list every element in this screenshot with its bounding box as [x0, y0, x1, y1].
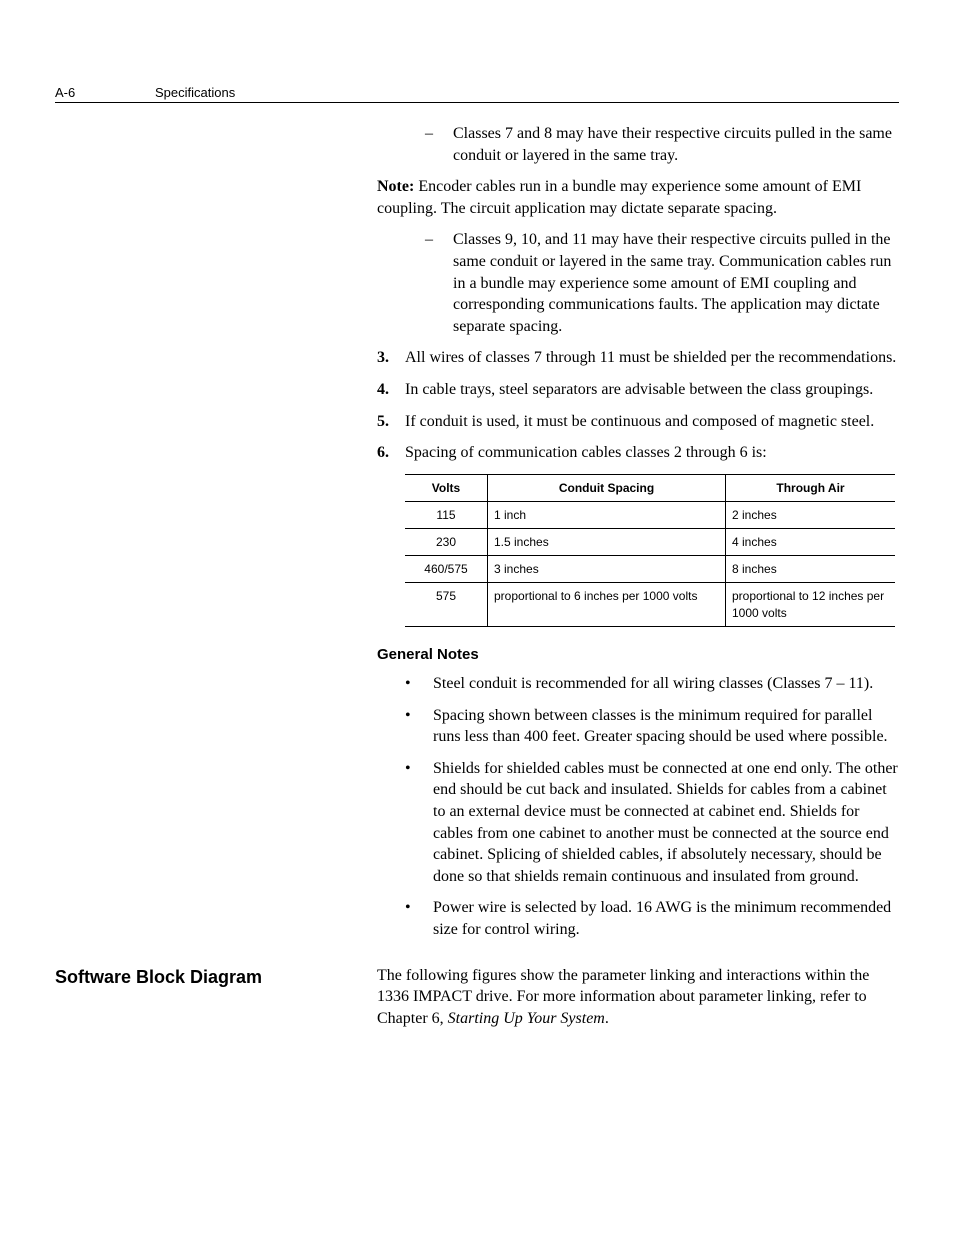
general-note-3: • Shields for shielded cables must be co…: [405, 758, 899, 888]
content-block-2: Software Block Diagram The following fig…: [55, 965, 899, 1030]
header-section-title: Specifications: [155, 85, 235, 100]
dash-icon: –: [425, 123, 453, 166]
note-paragraph: Note: Encoder cables run in a bundle may…: [377, 176, 899, 219]
table-row: 230 1.5 inches 4 inches: [405, 529, 895, 556]
list-text: In cable trays, steel separators are adv…: [405, 379, 873, 401]
cell-air: 8 inches: [726, 556, 896, 583]
cell-volts: 230: [405, 529, 488, 556]
cell-air: 4 inches: [726, 529, 896, 556]
cell-volts: 460/575: [405, 556, 488, 583]
note-text: Steel conduit is recommended for all wir…: [433, 673, 873, 695]
sub-bullet-text: Classes 7 and 8 may have their respectiv…: [453, 123, 899, 166]
cell-air: 2 inches: [726, 501, 896, 528]
list-number: 5.: [377, 411, 405, 433]
sub-bullet-text: Classes 9, 10, and 11 may have their res…: [453, 229, 899, 337]
general-note-2: • Spacing shown between classes is the m…: [405, 705, 899, 748]
note-text: Shields for shielded cables must be conn…: [433, 758, 899, 888]
content-block-1: – Classes 7 and 8 may have their respect…: [55, 121, 899, 951]
cell-volts: 115: [405, 501, 488, 528]
table-row: 460/575 3 inches 8 inches: [405, 556, 895, 583]
cell-volts: 575: [405, 583, 488, 626]
col-header-air: Through Air: [726, 474, 896, 501]
page-number: A-6: [55, 85, 155, 100]
list-item-4: 4. In cable trays, steel separators are …: [377, 379, 899, 401]
list-number: 3.: [377, 347, 405, 369]
software-block-diagram-heading: Software Block Diagram: [55, 967, 367, 988]
col-header-conduit: Conduit Spacing: [488, 474, 726, 501]
list-text: If conduit is used, it must be continuou…: [405, 411, 874, 433]
sub-bullet-classes-7-8: – Classes 7 and 8 may have their respect…: [425, 123, 899, 166]
sbd-text-b: .: [605, 1010, 609, 1027]
general-note-4: • Power wire is selected by load. 16 AWG…: [405, 897, 899, 940]
page: A-6 Specifications – Classes 7 and 8 may…: [0, 0, 954, 1089]
dash-icon: –: [425, 229, 453, 337]
bullet-icon: •: [405, 673, 433, 695]
general-notes-heading: General Notes: [377, 645, 899, 665]
cell-air: proportional to 12 inches per 1000 volts: [726, 583, 896, 626]
general-note-1: • Steel conduit is recommended for all w…: [405, 673, 899, 695]
table-header-row: Volts Conduit Spacing Through Air: [405, 474, 895, 501]
note-text: Spacing shown between classes is the min…: [433, 705, 899, 748]
cell-conduit: 1 inch: [488, 501, 726, 528]
note-text: Power wire is selected by load. 16 AWG i…: [433, 897, 899, 940]
list-item-6: 6. Spacing of communication cables class…: [377, 442, 899, 464]
sbd-text-italic: Starting Up Your System: [448, 1010, 605, 1027]
table-row: 115 1 inch 2 inches: [405, 501, 895, 528]
bullet-icon: •: [405, 758, 433, 888]
sub-bullet-classes-9-11: – Classes 9, 10, and 11 may have their r…: [425, 229, 899, 337]
spacing-table: Volts Conduit Spacing Through Air 115 1 …: [405, 474, 895, 627]
list-item-3: 3. All wires of classes 7 through 11 mus…: [377, 347, 899, 369]
list-text: All wires of classes 7 through 11 must b…: [405, 347, 896, 369]
cell-conduit: 3 inches: [488, 556, 726, 583]
col-header-volts: Volts: [405, 474, 488, 501]
list-number: 6.: [377, 442, 405, 464]
page-header: A-6 Specifications: [55, 85, 899, 103]
list-text: Spacing of communication cables classes …: [405, 442, 767, 464]
list-number: 4.: [377, 379, 405, 401]
bullet-icon: •: [405, 705, 433, 748]
note-text: Encoder cables run in a bundle may exper…: [377, 178, 861, 217]
note-label: Note:: [377, 178, 414, 195]
cell-conduit: proportional to 6 inches per 1000 volts: [488, 583, 726, 626]
cell-conduit: 1.5 inches: [488, 529, 726, 556]
table-row: 575 proportional to 6 inches per 1000 vo…: [405, 583, 895, 626]
bullet-icon: •: [405, 897, 433, 940]
sbd-paragraph: The following figures show the parameter…: [377, 965, 899, 1030]
list-item-5: 5. If conduit is used, it must be contin…: [377, 411, 899, 433]
